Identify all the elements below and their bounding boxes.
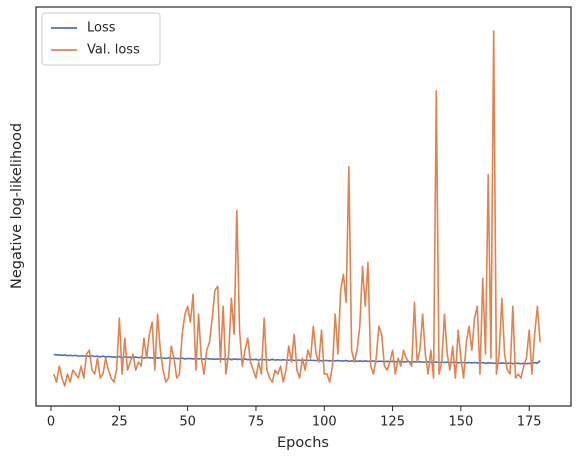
legend-label: Loss xyxy=(87,21,116,36)
x-tick-label: 125 xyxy=(380,415,405,430)
plot-frame xyxy=(35,6,572,407)
x-tick-label: 50 xyxy=(179,415,196,430)
y-axis-label: Negative log-likelihood xyxy=(9,123,25,289)
x-tick-label: 175 xyxy=(517,415,542,430)
series-line xyxy=(53,30,541,387)
x-axis-label: Epochs xyxy=(277,435,329,451)
x-tick-label: 25 xyxy=(111,415,128,430)
x-tick-label: 0 xyxy=(47,415,55,430)
legend-label: Val. loss xyxy=(87,43,140,58)
x-tick-label: 75 xyxy=(248,415,265,430)
legend-box xyxy=(41,12,161,66)
x-tick-label: 150 xyxy=(448,415,473,430)
x-tick-label: 100 xyxy=(312,415,337,430)
